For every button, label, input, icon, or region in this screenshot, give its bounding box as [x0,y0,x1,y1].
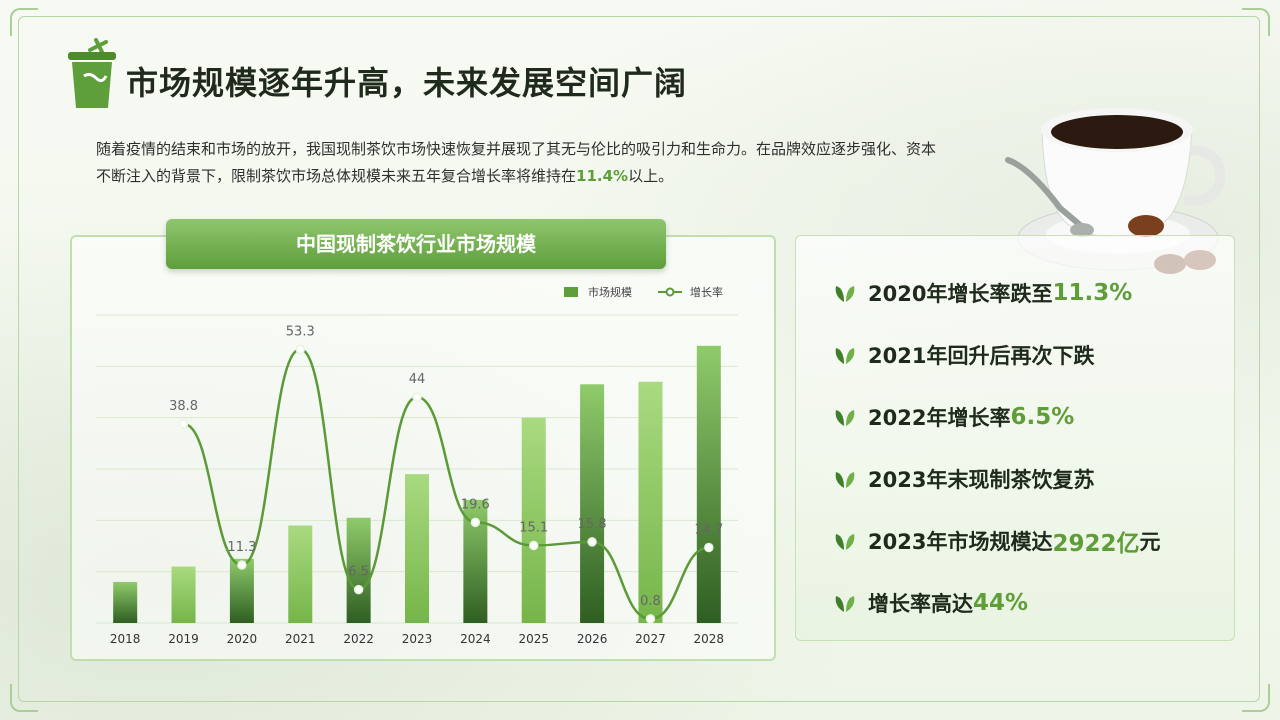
x-tick-label: 2025 [518,632,549,646]
key-point-suffix: 元 [1139,530,1161,554]
key-points-card [795,235,1235,641]
growth-rate-point [353,584,364,595]
key-point-accent: 6.5 [1010,404,1052,430]
key-point-accent: 44 [973,590,1006,616]
frame-corner [10,8,38,36]
leaf-icon [835,348,855,364]
key-point-suffix: % [1051,404,1075,430]
x-tick-label: 2018 [110,632,141,646]
legend-bar-swatch [564,287,578,297]
growth-rate-point [412,392,422,402]
growth-rate-point [178,419,189,429]
bar-2027 [638,381,663,623]
market-size-chart: 38.8 11.3 53.3 6.5 44 19.6 15.1 15.8 0.8 14.7 201… [96,285,738,646]
key-point-suffix: % [1109,280,1133,306]
bar-2028 [696,345,721,623]
key-point-text: 增长率高达 [868,592,973,616]
growth-rate-label: 44 [409,372,426,387]
x-axis-ticks: 2018 2019 2020 2021 2022 2023 2024 2025 2026 2027… [110,632,724,646]
leaf-icon [835,472,855,488]
x-tick-label: 2019 [168,632,199,646]
leaf-icon [835,286,855,302]
key-point-item: 2023年末现制茶饮复苏 [832,459,1094,499]
growth-rate-point [295,344,306,355]
growth-rate-point [645,614,656,624]
key-point-item: 2023年市场规模达 2922亿元 [832,521,1160,561]
growth-rate-point [587,537,597,547]
growth-rate-label: 6.5 [348,565,369,580]
x-tick-label: 2027 [635,632,666,646]
key-point-item: 2020年增长率跌至 11.3% [832,273,1132,313]
bar-2026 [580,384,605,623]
growth-rate-label: 15.1 [519,520,548,535]
key-point-item: 2022年增长率 6.5% [832,397,1074,437]
legend-bar-label: 市场规模 [588,285,632,299]
growth-rate-label: 53.3 [286,324,315,339]
key-point-text: 2023年市场规模达 [868,530,1053,554]
x-tick-label: 2023 [402,632,433,646]
key-point-text: 2022年增长率 [868,406,1011,430]
x-tick-label: 2026 [577,632,608,646]
bar-2025 [521,417,546,623]
growth-rate-label: 11.3 [227,540,256,555]
growth-rate-point [470,517,481,528]
x-tick-label: 2024 [460,632,491,646]
key-point-text: 2020年增长率跌至 [868,282,1053,306]
key-point-accent: 11.3 [1052,280,1110,306]
bar-2023 [405,474,429,623]
legend-line-label: 增长率 [690,285,723,299]
page-title: 市场规模逐年升高，未来发展空间广阔 [126,64,688,102]
growth-rate-label: 14.7 [694,523,723,538]
growth-line [178,344,714,624]
bar-2019 [171,566,196,623]
growth-rate-label: 38.8 [169,399,198,414]
data-labels: 38.8 11.3 53.3 6.5 44 19.6 15.1 15.8 0.8 14.7 [169,324,723,608]
legend-line-marker [665,287,675,297]
x-tick-label: 2022 [343,632,374,646]
growth-rate-point [704,542,714,553]
frame-corner [1242,684,1270,712]
x-tick-label: 2021 [285,632,316,646]
decorative-frame [18,16,1260,702]
growth-rate-label: 15.8 [578,517,607,532]
frame-corner [10,684,38,712]
key-point-item: 2021年回升后再次下跌 [832,335,1094,375]
growth-rate-label: 19.6 [461,497,490,512]
growth-rate-point [237,560,247,570]
chart-legend: 市场规模 增长率 [564,285,723,299]
bars [113,345,721,623]
tea-cup-icon [68,38,116,108]
key-point-accent: 2922亿 [1052,531,1140,557]
key-point-suffix: % [1005,590,1029,616]
intro-text-end: 以上。 [628,167,674,185]
leaf-icon [835,534,855,550]
key-point-text: 2023年末现制茶饮复苏 [868,468,1095,492]
intro-text: 随着疫情的结束和市场的放开，我国现制茶饮市场快速恢复并展现了其无与伦比的吸引力和… [96,140,937,185]
chart-title: 中国现制茶饮行业市场规模 [166,219,666,269]
frame-corner [1242,8,1270,36]
growth-rate-line [183,348,709,621]
x-tick-label: 2020 [227,632,258,646]
bar-2018 [113,581,138,623]
leaf-icon [835,410,855,426]
key-point-text: 2021年回升后再次下跌 [868,344,1095,368]
intro-paragraph: 随着疫情的结束和市场的放开，我国现制茶饮市场快速恢复并展现了其无与伦比的吸引力和… [96,136,946,190]
growth-rate-label: 0.8 [640,594,661,609]
leaf-icon [835,596,855,612]
intro-highlight: 11.4% [576,167,629,185]
bar-2022 [346,517,371,623]
x-tick-label: 2028 [694,632,725,646]
growth-rate-point [528,540,539,551]
key-point-item: 增长率高达 44% [832,583,1028,623]
bar-2021 [288,525,313,623]
